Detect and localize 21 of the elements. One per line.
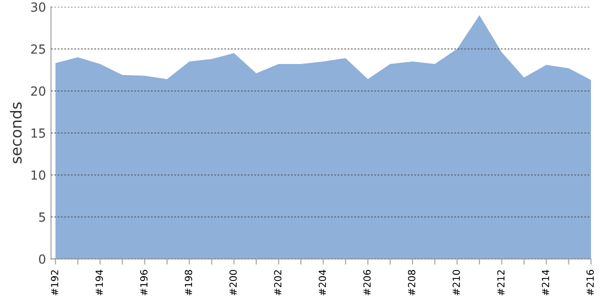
x-tick-label: #198: [184, 270, 192, 296]
x-tick-label: #216: [586, 270, 594, 296]
x-tick-label: #212: [497, 270, 504, 296]
x-tick-label: #210: [452, 270, 460, 296]
x-tick-label: #196: [140, 270, 148, 296]
y-axis-title: seconds: [10, 102, 22, 164]
x-tick-label: #204: [318, 270, 326, 296]
x-tick-label: #194: [96, 270, 103, 296]
y-tick-label: 15: [32, 128, 46, 138]
y-tick-label: 20: [31, 86, 46, 96]
y-tick-label: 30: [31, 2, 46, 12]
x-tick-label: #214: [542, 270, 550, 296]
x-tick-label: #200: [229, 270, 237, 296]
x-tick-label: #192: [50, 270, 58, 296]
y-tick-label: 10: [32, 170, 46, 180]
y-tick-label: 5: [39, 212, 46, 222]
y-tick-label: 0: [39, 254, 46, 264]
x-tick-label: #206: [363, 270, 371, 296]
y-tick-label: 25: [31, 44, 46, 54]
x-tick-label: #202: [274, 270, 282, 296]
x-tick-label: #208: [408, 270, 416, 296]
